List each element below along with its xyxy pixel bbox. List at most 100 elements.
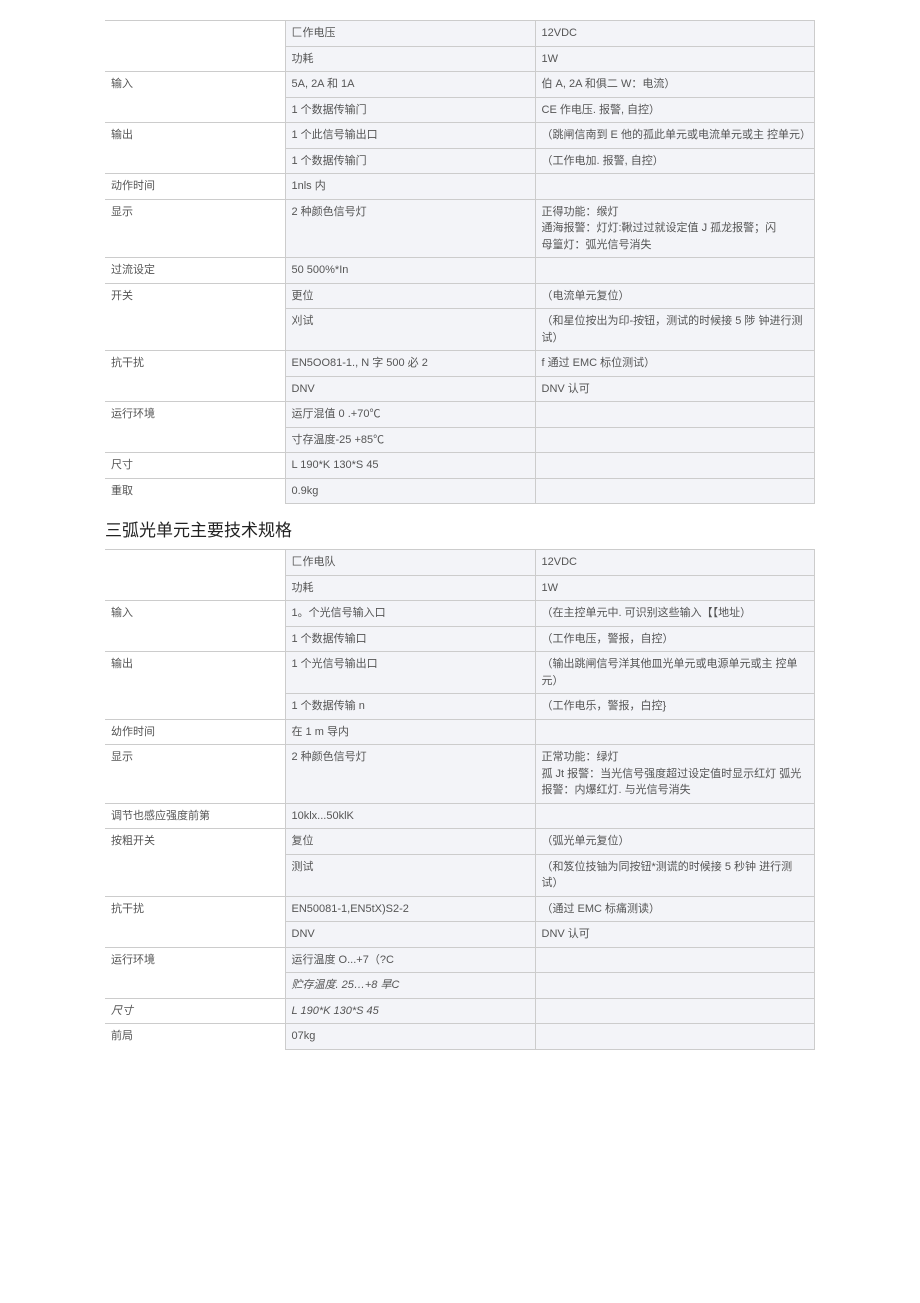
row-label: 重取 (105, 478, 285, 504)
row-param: 1 个此信号输出口 (285, 123, 535, 149)
row-label (105, 973, 285, 999)
section-title: 三弧光单元主要技术规格 (105, 516, 815, 541)
row-param: 2 种颜色信号灯 (285, 199, 535, 258)
row-value (535, 427, 815, 453)
row-param: 1nls 内 (285, 174, 535, 200)
row-param: 在 1 m 导内 (285, 719, 535, 745)
row-value: DNV 认可 (535, 376, 815, 402)
row-param: 刈试 (285, 309, 535, 351)
row-label (105, 694, 285, 720)
table-row: 尺寸L 190*K 130*S 45 (105, 453, 815, 479)
row-label: 按粗开关 (105, 829, 285, 855)
row-param: 0.9kg (285, 478, 535, 504)
table-row: 匚作电队12VDC (105, 550, 815, 576)
row-label: 运行环境 (105, 402, 285, 428)
row-label: 输出 (105, 652, 285, 694)
table-row: 输出1 个此信号输出口（跳闸信南到 E 他的孤此单元或电流单元或主 控单元） (105, 123, 815, 149)
row-param: 10klx...50klK (285, 803, 535, 829)
row-param: L 190*K 130*S 45 (285, 998, 535, 1024)
row-label: 尺寸 (105, 453, 285, 479)
row-label (105, 376, 285, 402)
table-row: 按粗开关复位（弧光单元复位） (105, 829, 815, 855)
row-value (535, 803, 815, 829)
table-row: 贮存温度. 25…+8 旱C (105, 973, 815, 999)
table-row: 功耗1W (105, 46, 815, 72)
row-value: （在主控单元中. 可识别这些输入【【地址） (535, 601, 815, 627)
table-row: 输出1 个光信号输出口（输出跳闸信号洋其他皿光单元或电源单元或主 控单元） (105, 652, 815, 694)
row-label (105, 626, 285, 652)
row-value: （和笈位技铀为同按钮*测谎的时候接 5 秒钟 进行测试） (535, 854, 815, 896)
row-value (535, 1024, 815, 1050)
table-row: DNVDNV 认可 (105, 922, 815, 948)
row-label: 过流设定 (105, 258, 285, 284)
row-value: 1W (535, 575, 815, 601)
table-row: 运行环境运行温度 O...+7（?C (105, 947, 815, 973)
row-label: 抗干扰 (105, 351, 285, 377)
row-label: 前局 (105, 1024, 285, 1050)
spec-table-2-body: 匚作电队12VDC功耗1W输入1。个光信号输入口（在主控单元中. 可识别这些输入… (105, 550, 815, 1050)
row-value (535, 453, 815, 479)
row-label (105, 922, 285, 948)
spec-table-1-body: 匚作电压12VDC功耗1W输入5A, 2A 和 1A伯 A, 2A 和俱二 W：… (105, 21, 815, 504)
row-value: （工作电乐，警报，白控} (535, 694, 815, 720)
table-row: 1 个数据传输门CE 作电压. 报警, 自控） (105, 97, 815, 123)
row-label (105, 21, 285, 47)
row-param: 测试 (285, 854, 535, 896)
row-param: 寸存温度-25 +85℃ (285, 427, 535, 453)
row-label (105, 427, 285, 453)
spec-table-1: 匚作电压12VDC功耗1W输入5A, 2A 和 1A伯 A, 2A 和俱二 W：… (105, 20, 815, 504)
table-row: 幼作时间在 1 m 导内 (105, 719, 815, 745)
table-row: 抗干扰EN50081-1,EN5tX)S2-2（通过 EMC 标痛测读） (105, 896, 815, 922)
table-row: 调节也感应强度前第10klx...50klK (105, 803, 815, 829)
row-value: CE 作电压. 报警, 自控） (535, 97, 815, 123)
row-param: 1。个光信号输入口 (285, 601, 535, 627)
table-row: 显示2 种颜色信号灯正常功能：绿灯孤 Jt 报警：当光信号强度超过设定值时显示红… (105, 745, 815, 804)
row-value: f 通过 EMC 标位测试） (535, 351, 815, 377)
row-label: 调节也感应强度前第 (105, 803, 285, 829)
row-param: EN50081-1,EN5tX)S2-2 (285, 896, 535, 922)
table-row: 前局07kg (105, 1024, 815, 1050)
row-param: 运厅混值 0 .+70℃ (285, 402, 535, 428)
row-param: 贮存温度. 25…+8 旱C (285, 973, 535, 999)
row-value (535, 258, 815, 284)
row-value (535, 998, 815, 1024)
row-label (105, 148, 285, 174)
table-row: 输入1。个光信号输入口（在主控单元中. 可识别这些输入【【地址） (105, 601, 815, 627)
row-value: 12VDC (535, 21, 815, 47)
table-row: 动作时间1nls 内 (105, 174, 815, 200)
row-param: 复位 (285, 829, 535, 855)
table-row: 匚作电压12VDC (105, 21, 815, 47)
table-row: 显示2 种颜色信号灯正得功能：缑灯通海报警：灯灯:鞦过过就设定值 J 孤龙报警；… (105, 199, 815, 258)
table-row: 1 个数据传输口（工作电压，警报，自控） (105, 626, 815, 652)
row-param: 匚作电压 (285, 21, 535, 47)
row-value: 12VDC (535, 550, 815, 576)
row-value: （工作电加. 报警, 自控） (535, 148, 815, 174)
row-param: EN5OO81-1., N 字 500 必 2 (285, 351, 535, 377)
row-label (105, 46, 285, 72)
row-param: 功耗 (285, 575, 535, 601)
row-value: （跳闸信南到 E 他的孤此单元或电流单元或主 控单元） (535, 123, 815, 149)
row-value: （通过 EMC 标痛测读） (535, 896, 815, 922)
row-param: 匚作电队 (285, 550, 535, 576)
row-label (105, 854, 285, 896)
row-value: 1W (535, 46, 815, 72)
row-param: 1 个数据传输口 (285, 626, 535, 652)
row-label: 输出 (105, 123, 285, 149)
row-param: L 190*K 130*S 45 (285, 453, 535, 479)
row-value: （和星位按出为印-按钮，测试的时候接 5 陟 钟进行测试） (535, 309, 815, 351)
row-param: 1 个数据传输门 (285, 97, 535, 123)
table-row: 重取0.9kg (105, 478, 815, 504)
table-row: 尺寸L 190*K 130*S 45 (105, 998, 815, 1024)
row-value (535, 478, 815, 504)
row-param: 运行温度 O...+7（?C (285, 947, 535, 973)
row-value: 伯 A, 2A 和俱二 W：电流） (535, 72, 815, 98)
row-value (535, 174, 815, 200)
spec-table-2: 匚作电队12VDC功耗1W输入1。个光信号输入口（在主控单元中. 可识别这些输入… (105, 549, 815, 1050)
table-row: 1 个数据传输门（工作电加. 报警, 自控） (105, 148, 815, 174)
row-label: 动作时间 (105, 174, 285, 200)
row-label (105, 97, 285, 123)
table-row: 运行环境运厅混值 0 .+70℃ (105, 402, 815, 428)
table-row: 输入5A, 2A 和 1A伯 A, 2A 和俱二 W：电流） (105, 72, 815, 98)
row-value: （工作电压，警报，自控） (535, 626, 815, 652)
table-row: 抗干扰EN5OO81-1., N 字 500 必 2f 通过 EMC 标位测试） (105, 351, 815, 377)
